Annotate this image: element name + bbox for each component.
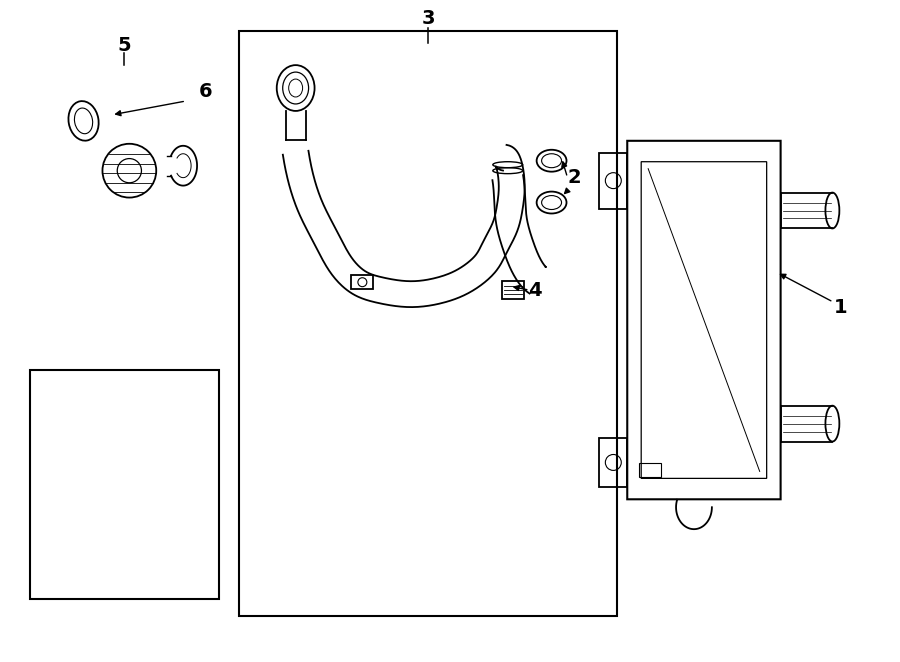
Bar [30, 370, 219, 599]
Bar [599, 438, 627, 487]
Bar [502, 281, 524, 299]
Text: 1: 1 [833, 298, 847, 316]
Bar [599, 153, 627, 209]
Bar [238, 31, 617, 616]
Text: 5: 5 [118, 36, 131, 55]
Bar [351, 275, 374, 289]
Text: 3: 3 [421, 9, 435, 28]
Text: 4: 4 [527, 281, 542, 300]
Text: 2: 2 [568, 168, 581, 187]
Bar [639, 463, 662, 477]
Text: 6: 6 [199, 81, 212, 101]
